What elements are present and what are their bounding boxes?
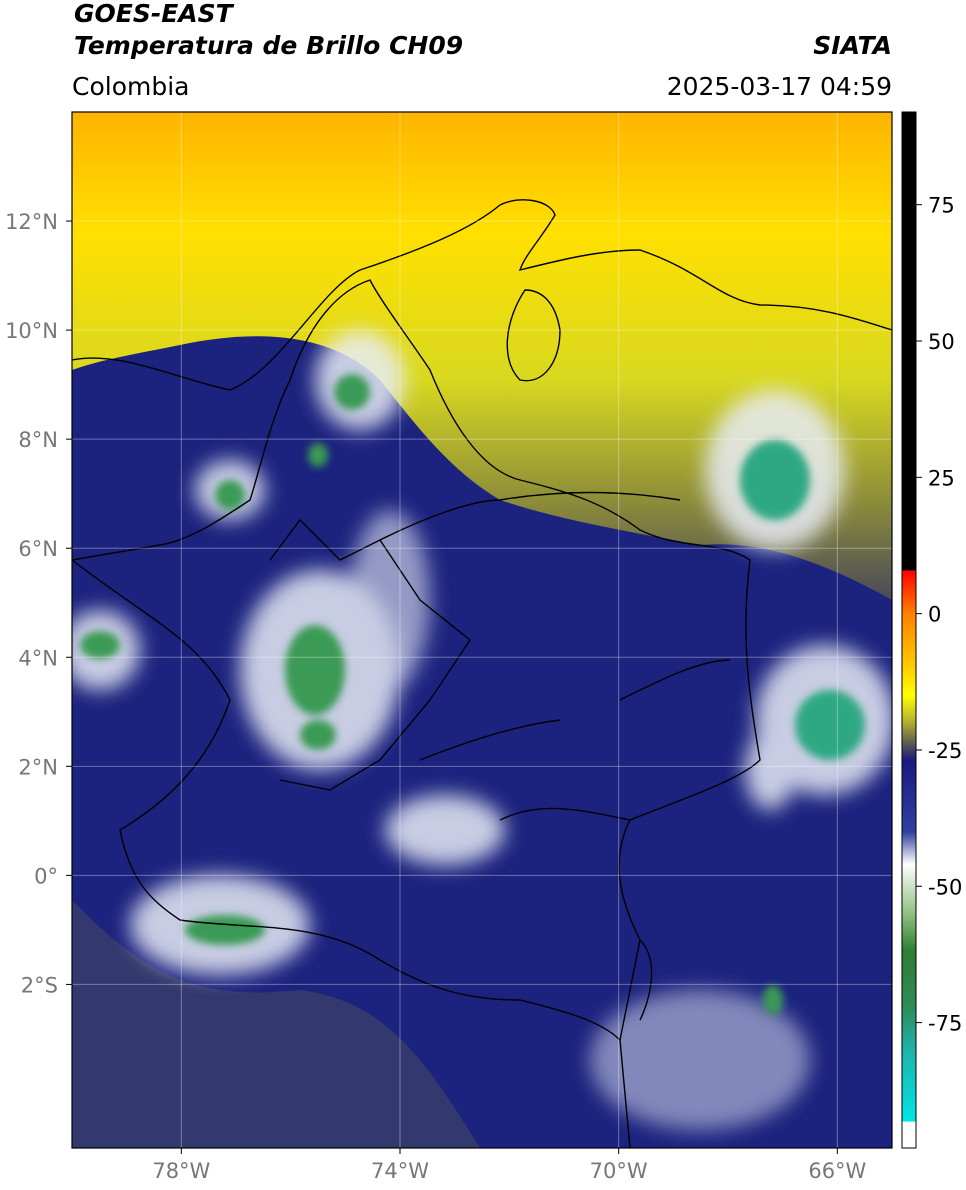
colorbar-tick-label: -50 (928, 875, 962, 899)
colorbar-tick-label: -75 (928, 1012, 962, 1036)
x-tick-label: 74°W (371, 1159, 429, 1183)
y-tick-label: 6°N (18, 537, 58, 561)
colorbar (901, 111, 917, 1149)
y-tick-label: 2°N (18, 755, 58, 779)
y-tick-label: 12°N (5, 210, 58, 234)
y-tick-label: 10°N (5, 319, 58, 343)
source: SIATA (813, 31, 892, 60)
colorbar-tick-label: 50 (928, 330, 955, 354)
colorbar-tick-label: 25 (928, 466, 955, 490)
colorbar-tick-label: 75 (928, 194, 955, 218)
x-tick-label: 66°W (808, 1159, 866, 1183)
timestamp: 2025-03-17 04:59 (667, 72, 892, 101)
satellite-image (72, 112, 892, 1148)
y-tick-label: 4°N (18, 646, 58, 670)
subtitle: Temperatura de Brillo CH09 (74, 31, 463, 60)
graticule (72, 112, 892, 1148)
y-tick-label: 8°N (18, 428, 58, 452)
x-tick-label: 78°W (152, 1159, 210, 1183)
title: GOES-EAST (74, 0, 235, 28)
y-tick-label: 2°S (21, 973, 58, 997)
colorbar-tick-label: 0 (928, 603, 941, 627)
coastlines (72, 199, 892, 1148)
colorbar-tick-label: -25 (928, 739, 962, 763)
y-tick-label: 0° (34, 864, 58, 888)
region: Colombia (72, 72, 189, 101)
x-tick-label: 70°W (590, 1159, 648, 1183)
map-frame (71, 111, 893, 1149)
